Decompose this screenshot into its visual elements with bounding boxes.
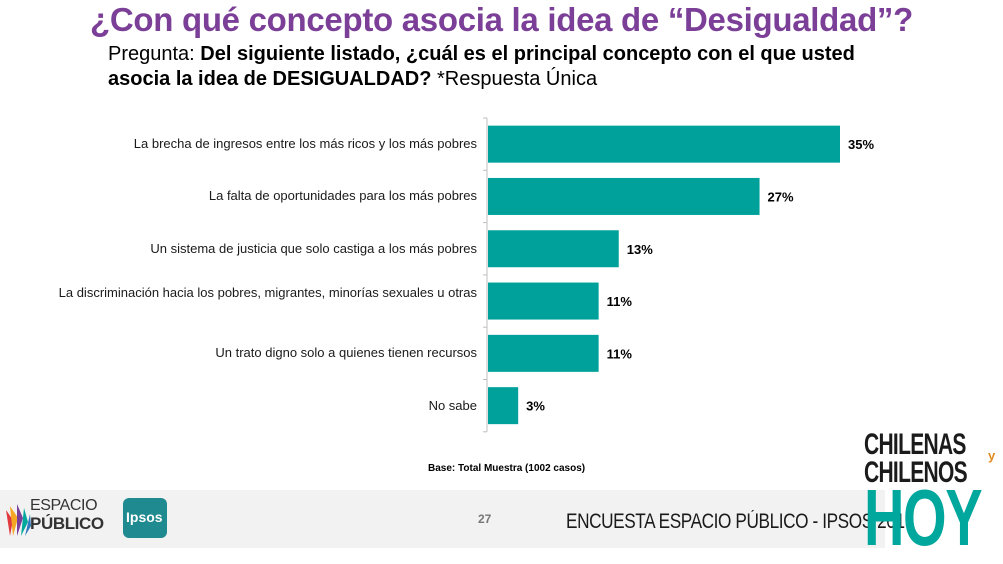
espacio-publico-line1: ESPACIO bbox=[30, 497, 98, 514]
bar bbox=[488, 230, 619, 268]
page-number: 27 bbox=[478, 512, 492, 526]
espacio-publico-line2: PÚBLICO bbox=[30, 514, 104, 533]
brand-line2: CHILENOS bbox=[864, 456, 968, 489]
survey-label: ENCUESTA ESPACIO PÚBLICO - IPSOS 2019 bbox=[566, 510, 914, 533]
page-title: ¿Con qué concepto asocia la idea de “Des… bbox=[89, 1, 913, 38]
brand-y: y bbox=[988, 448, 996, 463]
question-bold: Del siguiente listado, ¿cuál es el princ… bbox=[108, 43, 855, 90]
espacio-publico-logo-icon bbox=[6, 504, 31, 536]
espacio-publico-wordmark: ESPACIO PÚBLICO bbox=[30, 497, 104, 533]
question-suffix: *Respuesta Única bbox=[431, 68, 598, 90]
bar-chart: 35% 27% 13% 11% 11% 3% La brecha de ingresos … bbox=[58, 117, 874, 433]
category-label: No sabe bbox=[428, 397, 477, 413]
brand-line3: HOY bbox=[864, 473, 983, 562]
chart-svg: 35% 27% 13% 11% 11% 3% bbox=[483, 117, 874, 433]
bar bbox=[488, 282, 599, 320]
ipsos-wordmark: Ipsos bbox=[126, 509, 163, 525]
category-label: La falta de oportunidades para los más p… bbox=[208, 188, 477, 204]
category-label: Un trato digno solo a quienes tienen rec… bbox=[215, 345, 477, 361]
bar bbox=[488, 387, 519, 425]
question-prefix: Pregunta: bbox=[108, 43, 201, 65]
data-label: 35% bbox=[848, 137, 874, 152]
bar bbox=[488, 177, 760, 215]
data-label: 11% bbox=[607, 346, 633, 361]
data-label: 13% bbox=[627, 242, 653, 257]
category-label: La discriminación hacia los pobres, migr… bbox=[58, 285, 477, 301]
ipsos-logo: Ipsos bbox=[123, 498, 167, 538]
question-text: Pregunta: Del siguiente listado, ¿cuál e… bbox=[108, 42, 908, 92]
category-label: La brecha de ingresos entre los más rico… bbox=[133, 136, 477, 152]
brand-line1: CHILENAS bbox=[864, 428, 966, 461]
bar bbox=[488, 334, 599, 372]
category-label: Un sistema de justicia que solo castiga … bbox=[150, 240, 477, 256]
bar bbox=[488, 125, 840, 163]
chilenas-chilenos-hoy-logo: CHILENAS y CHILENOS HOY bbox=[862, 428, 1003, 562]
base-note: Base: Total Muestra (1002 casos) bbox=[428, 463, 586, 474]
data-label: 27% bbox=[768, 189, 794, 204]
data-label: 3% bbox=[526, 399, 545, 414]
data-label: 11% bbox=[607, 294, 633, 309]
